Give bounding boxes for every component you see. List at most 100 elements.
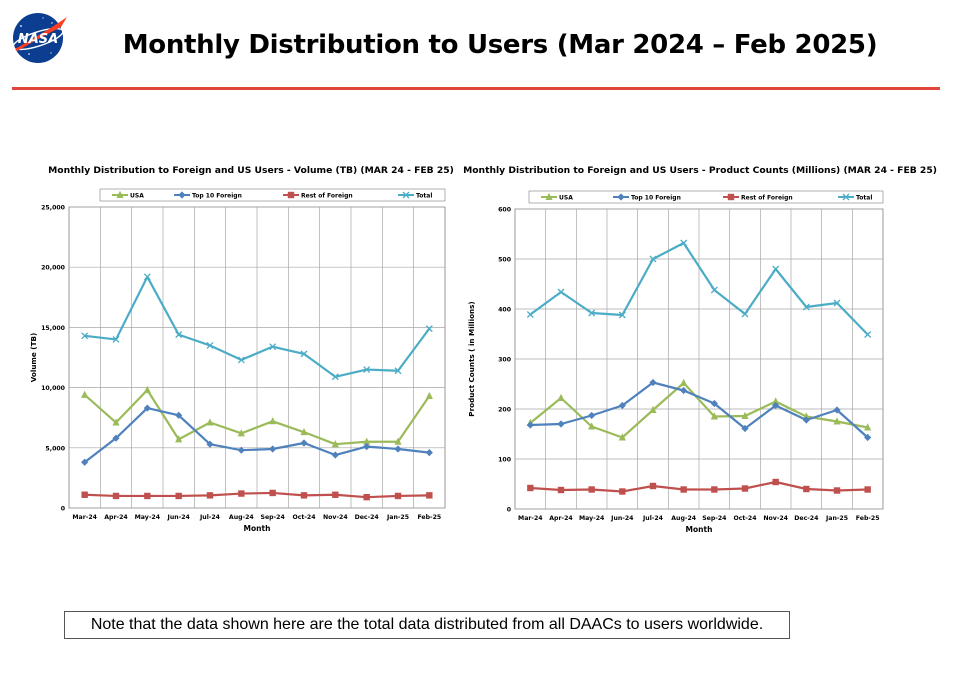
data-point: [300, 427, 308, 436]
data-point: [269, 343, 277, 351]
series-line: [530, 381, 869, 439]
x-tick-label: Dec-24: [794, 515, 819, 522]
x-tick-label: Dec-24: [355, 514, 380, 521]
data-point: [269, 445, 277, 453]
data-point: [237, 446, 245, 454]
legend-marker: [617, 193, 625, 201]
data-point: [680, 486, 687, 493]
data-point: [588, 486, 595, 493]
data-point: [618, 311, 626, 319]
data-point: [206, 492, 214, 499]
product-counts-chart-svg: Monthly Distribution to Foreign and US U…: [463, 165, 937, 534]
legend-label: Top 10 Foreign: [631, 194, 681, 201]
legend-item: USA: [112, 190, 144, 199]
legend-item: Top 10 Foreign: [613, 193, 681, 201]
data-point: [112, 418, 120, 426]
series-total: [81, 273, 433, 381]
x-tick-label: Apr-24: [104, 514, 128, 521]
x-tick-label: May-24: [579, 515, 605, 522]
data-point: [864, 331, 872, 338]
data-point: [711, 486, 718, 493]
x-axis-title: Month: [686, 525, 713, 534]
data-point: [741, 310, 749, 318]
data-point: [206, 342, 214, 349]
data-point: [557, 486, 565, 494]
data-point: [772, 401, 780, 410]
series-line: [529, 241, 869, 336]
data-point: [394, 437, 402, 445]
volume-chart: Monthly Distribution to Foreign and US U…: [4, 160, 474, 550]
data-point: [363, 493, 370, 501]
data-point: [772, 397, 780, 405]
series-top-10-foreign: [81, 404, 433, 466]
x-tick-label: Feb-25: [856, 515, 880, 522]
data-point: [237, 356, 245, 364]
data-point: [619, 488, 626, 495]
x-tick-label: Sep-24: [702, 515, 727, 522]
data-point: [300, 439, 308, 447]
legend-label: Rest of Foreign: [301, 192, 353, 199]
data-point: [143, 385, 151, 394]
data-point: [394, 492, 402, 500]
data-point: [394, 445, 402, 453]
y-tick-label: 10,000: [41, 385, 66, 392]
legend-label: USA: [130, 192, 144, 199]
y-tick-label: 200: [498, 407, 512, 414]
logo-text: NASA: [18, 32, 58, 47]
series-rest-of-foreign: [81, 489, 433, 501]
data-point: [363, 366, 371, 373]
legend-box: [99, 188, 446, 202]
footnote-box: Note that the data shown here are the to…: [64, 611, 790, 639]
x-tick-label: Mar-24: [72, 514, 97, 521]
data-point: [300, 350, 308, 358]
data-point: [557, 420, 565, 428]
x-tick-label: Feb-25: [417, 514, 441, 521]
x-tick-label: Jun-24: [167, 514, 191, 521]
data-point: [269, 417, 277, 425]
x-tick-label: Jul-24: [642, 515, 664, 522]
legend-label: Rest of Foreign: [741, 194, 793, 201]
x-tick-label: Aug-24: [671, 515, 696, 522]
y-tick-label: 0: [61, 506, 66, 513]
data-point: [741, 485, 749, 492]
series-usa: [81, 385, 433, 448]
data-point: [772, 478, 779, 486]
data-point: [557, 393, 565, 401]
series-line: [83, 388, 431, 446]
data-point: [331, 373, 339, 381]
legend-item: Total: [838, 193, 872, 201]
data-point: [833, 487, 841, 494]
data-point: [649, 482, 657, 490]
x-tick-label: Jan-25: [386, 514, 409, 521]
series-total: [526, 239, 872, 338]
data-point: [864, 433, 872, 442]
legend-item: Total: [398, 191, 432, 199]
legend-label: Top 10 Foreign: [192, 192, 242, 199]
data-point: [112, 434, 120, 442]
title-divider: [12, 87, 940, 90]
series-rest-of-foreign: [527, 478, 871, 495]
data-point: [833, 299, 841, 307]
legend-marker: [842, 193, 850, 201]
data-point: [331, 439, 339, 448]
data-point: [649, 378, 657, 387]
data-point: [649, 405, 657, 413]
data-point: [426, 492, 433, 499]
data-point: [710, 286, 718, 294]
data-point: [833, 417, 841, 425]
data-point: [710, 412, 718, 420]
data-point: [175, 331, 183, 339]
data-point: [802, 303, 810, 311]
legend-label: Total: [856, 194, 872, 201]
y-tick-label: 5,000: [45, 445, 65, 452]
series-line: [83, 406, 430, 464]
data-point: [618, 433, 626, 441]
legend-marker: [545, 192, 553, 200]
x-tick-label: Apr-24: [549, 515, 573, 522]
data-point: [864, 423, 872, 431]
data-point: [175, 435, 183, 443]
x-tick-label: Sep-24: [261, 514, 286, 521]
y-tick-label: 300: [498, 357, 512, 364]
nasa-logo: NASA: [7, 9, 69, 67]
x-tick-label: Aug-24: [229, 514, 254, 521]
